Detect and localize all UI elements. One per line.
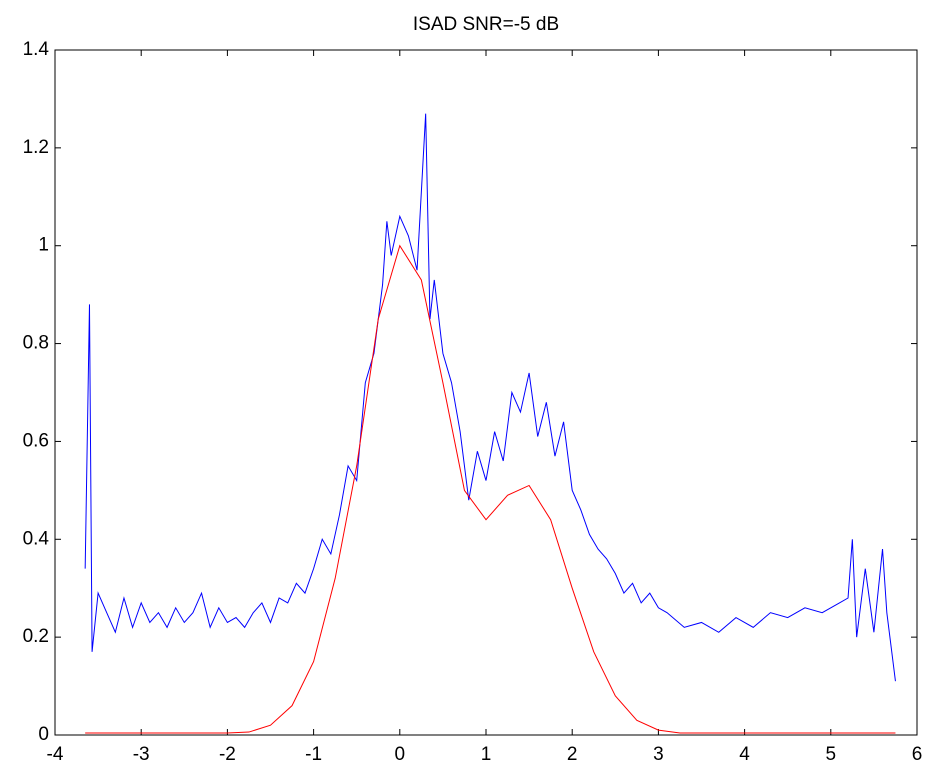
y-tick-label: 1	[38, 235, 49, 256]
x-tick-label: 4	[739, 744, 750, 765]
chart-title: ISAD SNR=-5 dB	[413, 14, 559, 35]
x-tick-label: -2	[219, 744, 236, 765]
plot-frame	[54, 49, 918, 736]
x-tick-label: 0	[395, 744, 406, 765]
x-tick-label: 1	[481, 744, 492, 765]
x-tick-label: -4	[47, 744, 64, 765]
x-tick-label: 2	[567, 744, 578, 765]
x-tick-label: 3	[653, 744, 664, 765]
y-tick-label: 0.4	[23, 528, 50, 549]
series-line	[84, 113, 896, 682]
y-tick-label: 1.4	[23, 39, 50, 60]
x-tick-label: -1	[305, 744, 322, 765]
y-tick-label: 0.6	[23, 430, 49, 451]
y-tick-label: 0	[38, 724, 49, 745]
x-tick-label: 6	[912, 744, 923, 765]
y-tick-label: 1.2	[23, 137, 49, 158]
series-line	[85, 244, 896, 734]
y-tick-label: 0.2	[23, 626, 49, 647]
x-tick-label: -3	[133, 744, 150, 765]
y-tick-label: 0.8	[23, 333, 49, 354]
x-tick-label: 5	[826, 744, 837, 765]
